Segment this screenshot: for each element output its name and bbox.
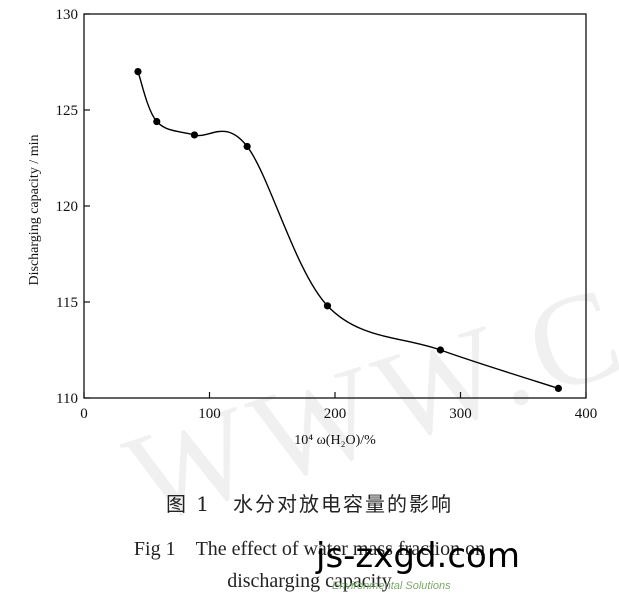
- data-point: [190, 131, 199, 139]
- data-point: [323, 302, 332, 310]
- plot-frame: [83, 13, 587, 399]
- x-tick-label: 100: [198, 406, 221, 422]
- x-tick-label: 400: [575, 406, 598, 422]
- x-tick-label: 200: [324, 406, 347, 422]
- data-point: [436, 346, 445, 354]
- chart-series: [134, 68, 562, 392]
- watermark-domain: js-zxgd.com: [316, 536, 520, 576]
- y-tick-label: 130: [56, 7, 79, 23]
- line-chart: 0 100 200 300 400 110 115 120 125 130 Discharging…: [27, 7, 598, 448]
- data-point: [554, 384, 562, 392]
- chart-ticks: 0 100 200 300 400 110 115 120 125 130: [56, 7, 598, 422]
- caption-english-line1: Fig 1 The effect of water mass fraction …: [133, 538, 486, 560]
- y-tick-label: 110: [56, 391, 78, 407]
- caption-chinese: 图 1 水分对放电容量的影响: [165, 492, 454, 516]
- x-tick-label: 300: [449, 406, 472, 422]
- data-point: [134, 68, 142, 76]
- watermark-tagline: Environmental Solutions: [332, 580, 451, 592]
- data-point: [153, 117, 161, 126]
- series-line: [137, 71, 559, 390]
- data-point: [243, 142, 251, 151]
- y-tick-label: 125: [56, 103, 79, 119]
- y-tick-label: 115: [56, 295, 78, 311]
- y-axis-title: Discharging capacity / min: [27, 135, 42, 286]
- caption-english-line2: discharging capacity: [227, 570, 392, 592]
- y-tick-label: 120: [56, 199, 79, 215]
- x-axis-title: 10⁴ ω(H₂O)/%: [294, 433, 376, 448]
- x-tick-label: 0: [80, 406, 88, 422]
- chart-axes: [83, 13, 587, 399]
